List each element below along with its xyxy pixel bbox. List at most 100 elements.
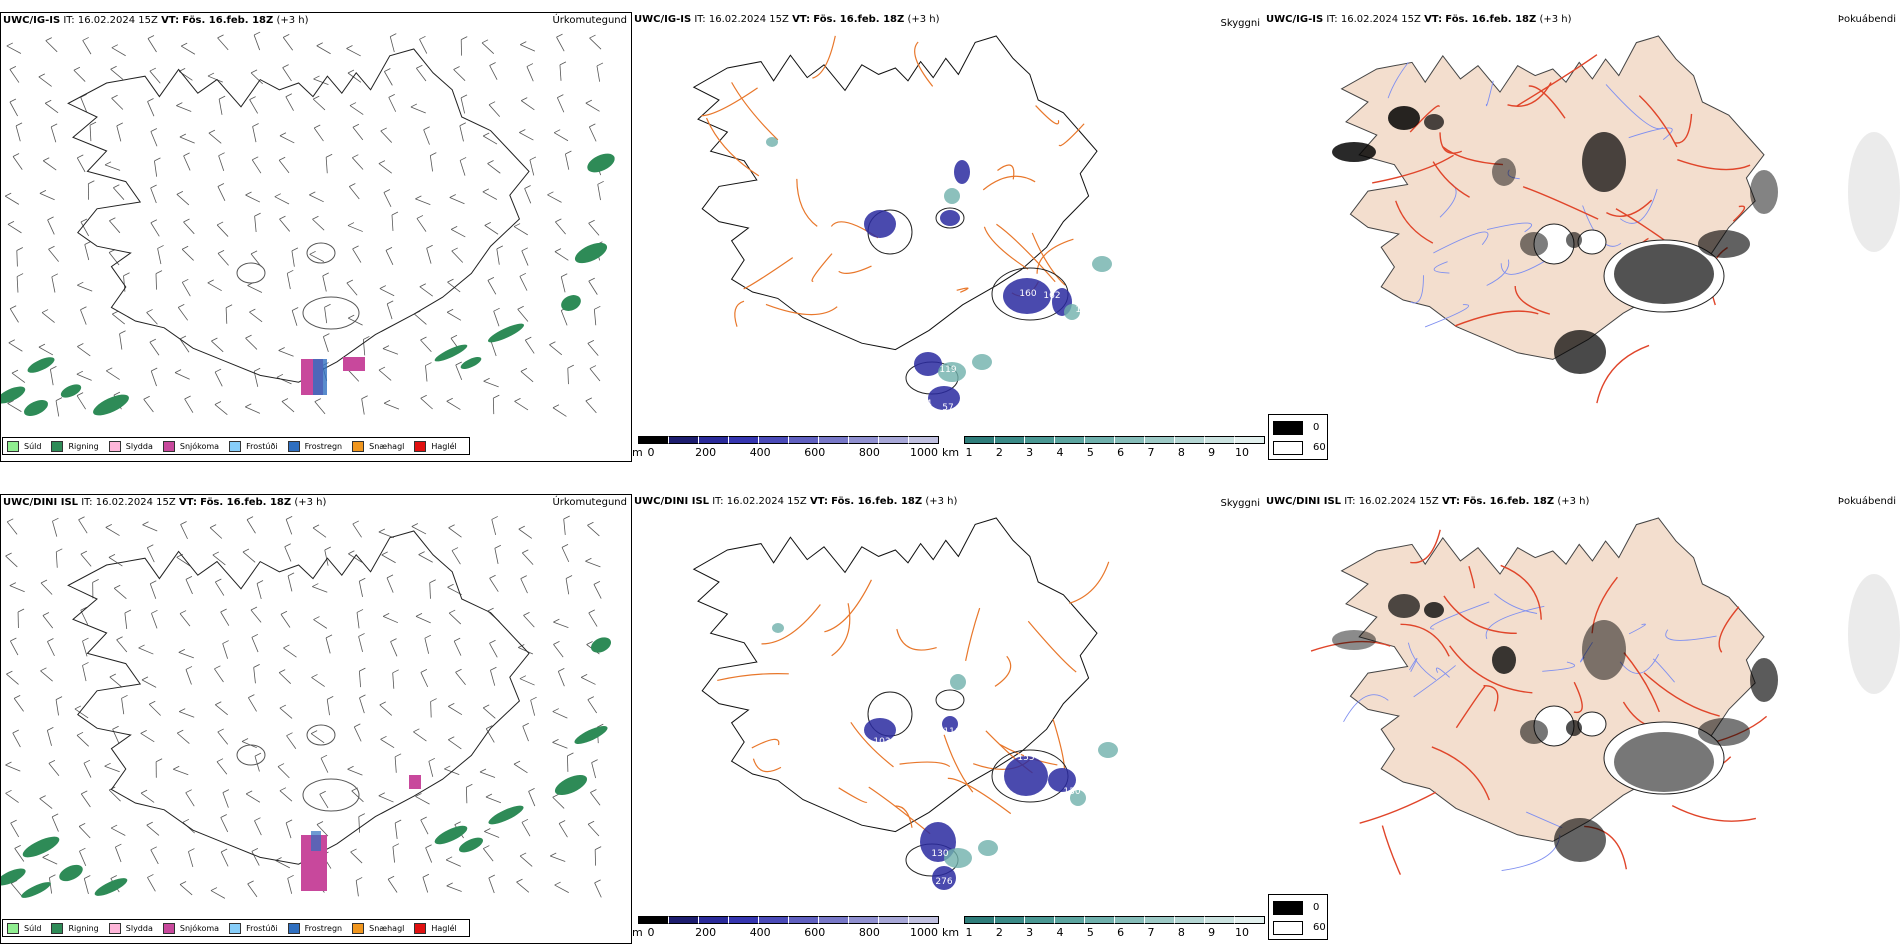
- wind-barb: [524, 339, 535, 354]
- wind-barb: [248, 697, 257, 712]
- wind-barb-feather: [346, 279, 354, 284]
- wind-barb: [281, 401, 295, 413]
- fog-legend-swatch: [1273, 441, 1303, 455]
- legend-item: Snæhagl: [352, 922, 404, 934]
- wind-barb: [282, 67, 292, 82]
- wind-barb: [588, 280, 598, 295]
- wind-barb: [55, 400, 60, 417]
- wind-barb-feather: [416, 64, 423, 69]
- rain-area: [590, 637, 612, 653]
- road: [994, 655, 1012, 687]
- legend-swatch: [162, 922, 175, 934]
- legend-item: Rigning: [51, 922, 99, 934]
- wind-barb-feather: [594, 305, 601, 310]
- road: [1442, 146, 1504, 166]
- river: [1486, 222, 1532, 233]
- wind-barb-feather: [16, 273, 24, 277]
- wind-barb: [7, 224, 22, 234]
- wind-barb: [346, 48, 361, 57]
- wind-barb-feather: [215, 578, 222, 583]
- wind-barb: [41, 312, 55, 323]
- wind-barb-feather: [553, 641, 560, 645]
- wind-barb-feather: [119, 330, 126, 335]
- fog-area: [1492, 646, 1516, 674]
- road: [1454, 310, 1539, 327]
- wind-barb: [73, 69, 86, 82]
- wind-barb-feather: [547, 191, 554, 196]
- visibility-panel-top: 106 97 160 162 119 176 119 57 54 UWC/IG-IS IT: 1…: [632, 12, 1264, 462]
- wind-barb: [587, 823, 600, 837]
- wind-barb-feather: [565, 150, 572, 155]
- snow-area: [409, 775, 421, 789]
- river: [1485, 80, 1494, 107]
- wind-barb: [82, 665, 87, 682]
- wind-barb: [154, 160, 158, 177]
- wind-barb-feather: [245, 191, 252, 196]
- wind-barb-feather: [559, 61, 567, 66]
- cloud-base-label: 130: [1063, 787, 1080, 797]
- river: [1407, 642, 1437, 681]
- wind-barb: [593, 584, 602, 599]
- wind-barb: [588, 612, 598, 627]
- wind-barb-feather: [5, 761, 12, 766]
- wind-barb: [324, 549, 329, 566]
- wind-barb: [549, 344, 563, 356]
- wind-barb-feather: [52, 517, 59, 522]
- wind-barb: [382, 616, 399, 624]
- colorbar-segment: [1054, 916, 1085, 924]
- wind-barb: [312, 527, 327, 538]
- wind-barb-feather: [253, 664, 260, 668]
- road: [1431, 746, 1490, 801]
- wind-barb: [349, 105, 364, 115]
- road: [1432, 161, 1470, 198]
- wind-barb: [378, 369, 392, 381]
- wind-barb-feather: [7, 220, 15, 225]
- wind-barb-feather: [557, 94, 564, 98]
- wind-barb-feather: [143, 395, 150, 400]
- wind-barb: [83, 878, 89, 895]
- legend-item: Haglél: [414, 440, 457, 452]
- wind-barb: [215, 581, 225, 596]
- road: [965, 607, 981, 661]
- wind-barb: [553, 644, 564, 658]
- wind-barb-feather: [380, 127, 387, 132]
- wind-barb: [453, 640, 462, 656]
- wind-barb-feather: [314, 124, 321, 129]
- cloud-base-label: 119: [1075, 305, 1092, 315]
- road: [914, 41, 934, 87]
- wind-barb-feather: [9, 98, 17, 103]
- wind-barb-feather: [285, 819, 293, 824]
- river: [1343, 694, 1389, 723]
- road: [1528, 85, 1566, 119]
- wind-barb: [141, 679, 157, 688]
- wind-barb: [451, 550, 461, 565]
- wind-barb: [285, 96, 294, 111]
- colorbar-tick-label: 1000: [910, 926, 938, 939]
- wind-barb: [216, 224, 229, 237]
- wind-barb-feather: [387, 300, 394, 305]
- wind-barb-feather: [276, 373, 284, 378]
- wind-barb-feather: [179, 133, 187, 138]
- wind-barb-feather: [51, 813, 59, 818]
- fog-area: [1614, 244, 1714, 304]
- wind-barb: [250, 72, 263, 85]
- wind-barb-feather: [138, 644, 145, 649]
- precip-type-map: [1, 515, 612, 899]
- wind-barb: [47, 219, 55, 235]
- wind-barb-feather: [522, 722, 529, 727]
- wind-barb: [567, 368, 569, 385]
- wind-barb-feather: [108, 553, 116, 558]
- wind-barb: [390, 641, 398, 657]
- wind-barb: [47, 641, 55, 657]
- road: [1677, 159, 1751, 171]
- wind-barb-feather: [7, 518, 14, 523]
- wind-barb: [530, 700, 536, 716]
- wind-barb: [183, 221, 195, 235]
- wind-barb-feather: [180, 42, 188, 47]
- wind-barb: [217, 731, 229, 745]
- road: [705, 117, 760, 177]
- wind-barb-feather: [278, 347, 285, 351]
- wind-barb: [40, 582, 53, 595]
- wind-barb: [349, 186, 360, 200]
- wind-barb: [420, 397, 433, 410]
